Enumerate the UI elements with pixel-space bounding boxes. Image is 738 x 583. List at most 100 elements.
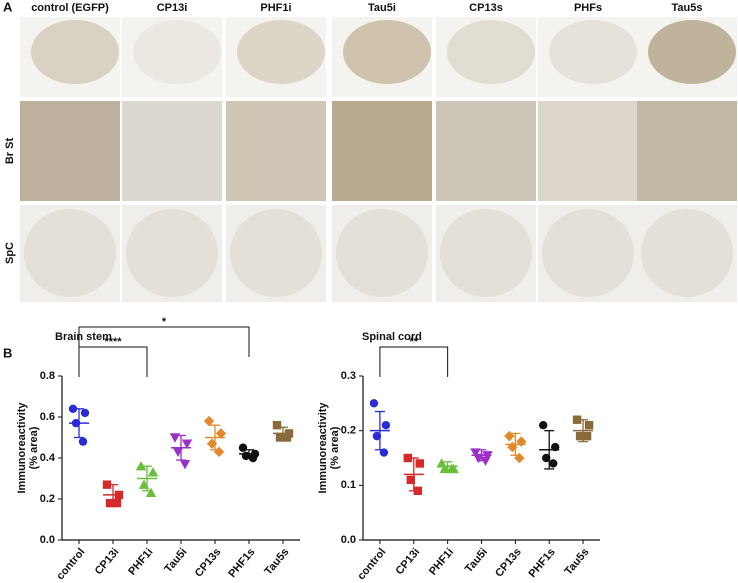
chart-title: Brain stem <box>55 331 112 343</box>
micrograph <box>332 101 432 201</box>
data-point <box>575 431 585 441</box>
chart: Brain stem Immunoreactivity (% area) 0.0 0.2… <box>16 316 300 582</box>
brain-section <box>648 20 736 84</box>
x-tick-label: CP13s <box>193 546 224 579</box>
data-point <box>406 475 415 485</box>
x-tick-label: CP13i <box>393 546 422 577</box>
significance-bracket <box>78 326 250 357</box>
significance-label: * <box>162 316 167 328</box>
data-point <box>275 433 285 442</box>
column-header: PHF1i <box>260 2 291 14</box>
data-point <box>203 415 215 427</box>
column-header: CP13i <box>157 2 188 14</box>
data-point <box>572 415 582 424</box>
x-tick-label: CP13i <box>93 546 122 577</box>
data-point <box>415 459 424 468</box>
panel-label: A <box>3 0 13 14</box>
column-header: Tau5i <box>368 2 396 14</box>
y-tick-label: 0.3 <box>341 370 356 382</box>
column-header: PHFs <box>574 2 602 14</box>
x-tick-label: control <box>355 546 388 582</box>
y-tick-label: 0.2 <box>40 493 55 505</box>
data-point <box>80 408 90 418</box>
data-point <box>112 498 122 508</box>
chart: Spinal cord Immunoreactivity (% area) 0.0 0.… <box>317 331 600 582</box>
y-tick-label: 0.0 <box>40 534 55 546</box>
data-point <box>68 404 78 413</box>
brain-section <box>343 20 431 84</box>
data-point <box>504 430 515 442</box>
data-point <box>272 421 282 430</box>
y-tick-label: 0.1 <box>341 479 356 491</box>
brain-section <box>31 20 119 84</box>
brain-section <box>237 20 325 84</box>
spinal-section <box>336 209 428 297</box>
x-tick-label: Tau5s <box>562 546 591 577</box>
x-tick-label: Tau5i <box>463 546 490 575</box>
y-axis-label: (% area) <box>28 426 40 469</box>
data-point <box>238 443 248 452</box>
micrograph <box>637 101 737 201</box>
data-point <box>78 437 88 446</box>
y-axis-label: Immunoreactivity <box>317 402 329 494</box>
data-point <box>215 428 227 439</box>
x-tick-label: PHF1s <box>226 546 257 580</box>
data-point <box>539 421 548 430</box>
y-axis-label: (% area) <box>329 426 341 469</box>
data-point <box>516 436 527 447</box>
x-tick-label: PHF1s <box>527 546 558 580</box>
data-point <box>470 448 481 458</box>
data-point <box>372 431 382 441</box>
row-label: Br St <box>4 138 16 165</box>
y-axis-label: Immunoreactivity <box>16 402 28 494</box>
x-tick-label: CP13s <box>493 546 524 579</box>
spinal-section <box>542 209 634 297</box>
data-point <box>147 467 159 477</box>
data-point <box>179 459 191 470</box>
data-point <box>403 453 412 463</box>
x-tick-label: PHF1i <box>126 546 155 578</box>
y-tick-label: 0.6 <box>40 411 55 423</box>
y-tick-label: 0.0 <box>341 534 356 546</box>
data-point <box>381 421 391 430</box>
significance-bracket <box>379 346 449 377</box>
data-point <box>102 480 112 489</box>
micrograph <box>122 101 222 201</box>
spinal-section <box>230 209 322 297</box>
micrograph <box>436 101 536 201</box>
data-point <box>145 487 157 498</box>
x-tick-label: PHF1i <box>427 546 456 578</box>
significance-bracket <box>78 346 148 377</box>
data-point <box>369 399 379 408</box>
column-header: control (EGFP) <box>31 2 109 14</box>
data-point <box>584 421 594 430</box>
data-point <box>105 498 115 508</box>
x-tick-label: Tau5s <box>262 546 291 577</box>
chart-title: Spinal cord <box>362 331 422 343</box>
y-tick-label: 0.8 <box>40 370 55 382</box>
y-tick-label: 0.2 <box>341 425 356 437</box>
y-tick-label: 0.4 <box>40 452 56 464</box>
data-point <box>582 431 592 441</box>
spinal-section <box>126 209 218 297</box>
data-point <box>169 433 181 443</box>
spinal-section <box>24 209 116 297</box>
row-label: SpC <box>4 242 16 264</box>
column-header: Tau5s <box>672 2 703 14</box>
brain-section <box>133 20 221 84</box>
data-point <box>282 433 292 442</box>
data-point <box>135 461 147 471</box>
micrograph <box>226 101 326 201</box>
x-tick-label: control <box>54 546 87 582</box>
x-tick-label: Tau5i <box>162 546 189 575</box>
column-header: CP13s <box>469 2 503 14</box>
brain-section <box>549 20 637 84</box>
micrograph <box>538 101 638 201</box>
panel-label: B <box>3 345 12 360</box>
data-point <box>181 439 193 449</box>
data-point <box>542 453 551 463</box>
spinal-section <box>641 209 733 297</box>
micrograph <box>20 101 120 201</box>
data-point <box>549 459 558 468</box>
